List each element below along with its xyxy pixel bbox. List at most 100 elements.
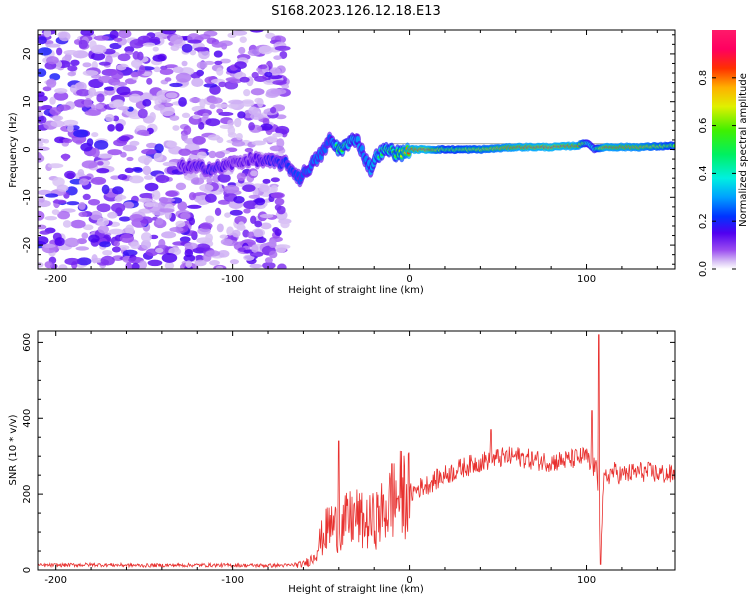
noise-blob — [198, 121, 205, 130]
noise-blob — [219, 234, 229, 239]
noise-blob — [82, 193, 91, 201]
noise-blob — [78, 211, 88, 217]
colorbar-tick-label: 0.2 — [698, 213, 709, 229]
noise-blob — [38, 262, 44, 268]
noise-blob — [75, 246, 90, 251]
noise-blob — [169, 82, 183, 88]
noise-blob — [117, 174, 128, 181]
y-tick-label: 400 — [22, 409, 33, 428]
noise-blob — [215, 103, 229, 108]
noise-blob — [198, 200, 207, 206]
noise-blob — [109, 30, 119, 40]
noise-blob — [266, 135, 278, 143]
noise-blob — [234, 215, 247, 225]
noise-blob — [38, 137, 46, 144]
noise-blob — [51, 209, 60, 215]
noise-blob — [111, 81, 128, 87]
noise-blob — [45, 43, 61, 48]
noise-blob — [91, 147, 100, 158]
snr-panel: -200 -100 0 100 0 200 400 600 Height of straig… — [8, 330, 676, 595]
noise-blob — [38, 106, 47, 111]
noise-blob — [64, 257, 80, 266]
noise-blob — [254, 197, 266, 206]
noise-blob — [131, 59, 143, 68]
noise-blob — [276, 138, 285, 148]
noise-blob — [152, 54, 166, 62]
noise-blob — [107, 124, 115, 132]
noise-blob — [218, 81, 227, 88]
spectrogram-x-label: Height of straight line (km) — [288, 285, 424, 296]
noise-blob — [44, 215, 58, 221]
noise-blob — [132, 51, 140, 60]
noise-blob — [112, 186, 124, 195]
noise-blob — [62, 153, 69, 162]
noise-blob — [147, 259, 163, 267]
snr-x-axis: -200 -100 0 100 — [44, 331, 658, 586]
noise-blob — [110, 202, 126, 213]
noise-blob — [214, 207, 222, 217]
noise-blob — [153, 152, 164, 162]
noise-blob — [54, 237, 65, 247]
noise-blob — [205, 215, 215, 224]
noise-blob — [137, 108, 148, 119]
noise-blob — [125, 224, 134, 235]
noise-blob — [199, 98, 206, 109]
noise-blob — [116, 86, 131, 96]
noise-blob — [183, 125, 192, 135]
noise-blob — [259, 213, 274, 219]
noise-blob — [206, 177, 213, 185]
noise-blob — [102, 249, 113, 256]
y-tick-label: 10 — [22, 95, 33, 108]
noise-blob — [49, 107, 62, 116]
noise-blob — [76, 238, 87, 245]
x-tick-label: 100 — [577, 575, 596, 586]
noise-blob — [155, 217, 164, 226]
noise-blob — [141, 148, 157, 155]
noise-blob — [262, 261, 276, 269]
noise-blob — [45, 193, 59, 198]
noise-blob — [270, 177, 280, 183]
noise-blob — [160, 30, 177, 35]
noise-blob — [198, 33, 211, 40]
noise-blob — [238, 247, 246, 252]
noise-blob — [58, 31, 71, 42]
noise-blob — [237, 111, 246, 119]
noise-blob — [191, 77, 204, 88]
noise-blob — [236, 172, 246, 181]
noise-blob — [51, 115, 64, 121]
noise-blob — [53, 91, 69, 101]
noise-blob — [57, 210, 70, 220]
noise-blob — [229, 259, 239, 265]
noise-blob — [155, 174, 170, 184]
noise-blob — [243, 89, 251, 97]
spectrogram-x-axis: -200 -100 0 100 — [44, 30, 658, 285]
noise-blob — [262, 178, 271, 184]
noise-blob — [183, 254, 196, 262]
noise-blob — [247, 231, 255, 239]
x-tick-label: 0 — [406, 274, 412, 285]
noise-blob — [117, 53, 131, 62]
noise-blob — [170, 44, 180, 51]
noise-blob — [38, 115, 47, 124]
x-tick-label: -200 — [44, 274, 67, 285]
noise-blob — [122, 144, 137, 152]
noise-blob — [144, 202, 156, 208]
x-tick-label: 100 — [577, 274, 596, 285]
noise-blob — [89, 40, 97, 51]
noise-blob — [39, 230, 51, 235]
noise-blob — [190, 72, 202, 79]
noise-blob — [260, 123, 273, 131]
noise-blob — [228, 99, 244, 105]
noise-blob — [115, 123, 124, 132]
noise-blob — [56, 184, 69, 192]
noise-blob — [108, 228, 124, 235]
noise-blob — [229, 79, 242, 84]
noise-blob — [202, 112, 210, 119]
noise-blob — [254, 97, 263, 104]
noise-blob — [192, 114, 201, 120]
noise-blob — [76, 88, 91, 97]
noise-blob — [181, 43, 193, 53]
noise-blob — [250, 113, 264, 120]
noise-blob — [199, 184, 214, 192]
noise-blob — [153, 66, 161, 73]
